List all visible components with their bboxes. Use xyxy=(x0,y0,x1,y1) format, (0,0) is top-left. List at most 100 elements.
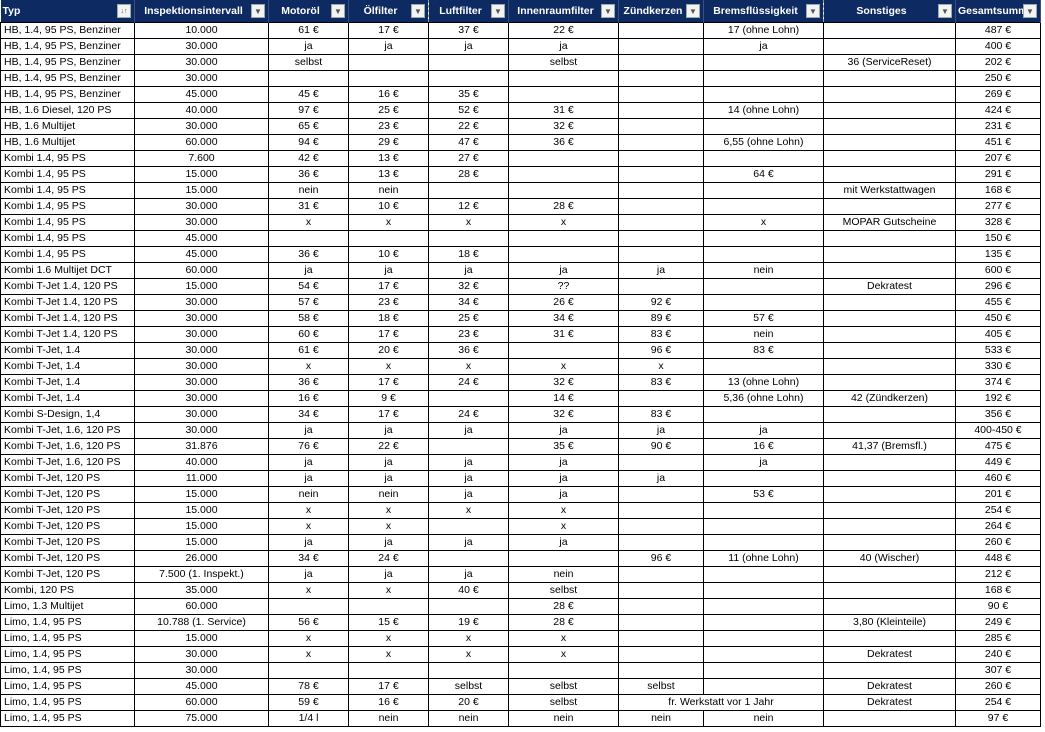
cell-innenraumfilter[interactable]: nein xyxy=(508,566,619,583)
cell-typ[interactable]: Kombi 1.4, 95 PS xyxy=(0,150,135,167)
cell-typ[interactable]: Kombi 1.4, 95 PS xyxy=(0,246,135,263)
cell-typ[interactable]: Kombi 1.6 Multijet DCT xyxy=(0,262,135,279)
cell-inspektionsintervall[interactable]: 30.000 xyxy=(134,646,269,663)
cell-motorol[interactable]: x xyxy=(268,502,349,519)
cell-gesamtsumme[interactable]: 135 € xyxy=(955,246,1041,263)
cell-sonstiges[interactable] xyxy=(823,246,956,263)
cell-innenraumfilter[interactable]: ja xyxy=(508,534,619,551)
cell-inspektionsintervall[interactable]: 75.000 xyxy=(134,710,269,727)
cell-zundkerzen[interactable] xyxy=(618,486,704,503)
cell-inspektionsintervall[interactable]: 15.000 xyxy=(134,534,269,551)
cell-bremsflussigkeit[interactable]: 5,36 (ohne Lohn) xyxy=(703,390,824,407)
cell-gesamtsumme[interactable]: 533 € xyxy=(955,342,1041,359)
cell-gesamtsumme[interactable]: 328 € xyxy=(955,214,1041,231)
cell-innenraumfilter[interactable]: x xyxy=(508,646,619,663)
cell-gesamtsumme[interactable]: 231 € xyxy=(955,118,1041,135)
cell-motorol[interactable]: 94 € xyxy=(268,134,349,151)
cell-sonstiges[interactable] xyxy=(823,230,956,247)
cell-motorol[interactable]: 42 € xyxy=(268,150,349,167)
cell-innenraumfilter[interactable]: 28 € xyxy=(508,614,619,631)
cell-sonstiges[interactable] xyxy=(823,294,956,311)
cell-olfilter[interactable]: x xyxy=(348,502,429,519)
cell-sonstiges[interactable] xyxy=(823,598,956,615)
cell-bremsflussigkeit[interactable] xyxy=(703,662,824,679)
cell-innenraumfilter[interactable]: 28 € xyxy=(508,198,619,215)
cell-bremsflussigkeit[interactable]: ja xyxy=(703,38,824,55)
cell-typ[interactable]: Kombi T-Jet, 1.6, 120 PS xyxy=(0,438,135,455)
cell-olfilter[interactable]: 16 € xyxy=(348,694,429,711)
cell-bremsflussigkeit[interactable] xyxy=(703,582,824,599)
cell-innenraumfilter[interactable]: x xyxy=(508,518,619,535)
cell-luftfilter[interactable]: 27 € xyxy=(428,150,509,167)
cell-olfilter[interactable]: 9 € xyxy=(348,390,429,407)
cell-typ[interactable]: HB, 1.6 Multijet xyxy=(0,118,135,135)
cell-sonstiges[interactable] xyxy=(823,582,956,599)
cell-zundkerzen[interactable] xyxy=(618,134,704,151)
cell-typ[interactable]: Kombi T-Jet 1.4, 120 PS xyxy=(0,326,135,343)
cell-bremsflussigkeit[interactable]: 53 € xyxy=(703,486,824,503)
cell-gesamtsumme[interactable]: 600 € xyxy=(955,262,1041,279)
cell-innenraumfilter[interactable] xyxy=(508,662,619,679)
cell-inspektionsintervall[interactable]: 15.000 xyxy=(134,502,269,519)
cell-motorol[interactable] xyxy=(268,230,349,247)
cell-luftfilter[interactable] xyxy=(428,54,509,71)
cell-zundkerzen[interactable] xyxy=(618,118,704,135)
cell-bremsflussigkeit[interactable]: 14 (ohne Lohn) xyxy=(703,102,824,119)
cell-inspektionsintervall[interactable]: 30.000 xyxy=(134,70,269,87)
cell-luftfilter[interactable]: 28 € xyxy=(428,166,509,183)
cell-motorol[interactable]: 31 € xyxy=(268,198,349,215)
cell-inspektionsintervall[interactable]: 15.000 xyxy=(134,518,269,535)
cell-inspektionsintervall[interactable]: 30.000 xyxy=(134,326,269,343)
cell-luftfilter[interactable]: 32 € xyxy=(428,278,509,295)
cell-luftfilter[interactable]: 24 € xyxy=(428,374,509,391)
cell-bremsflussigkeit[interactable] xyxy=(703,534,824,551)
cell-sonstiges[interactable]: 42 (Zündkerzen) xyxy=(823,390,956,407)
cell-typ[interactable]: Limo, 1.4, 95 PS xyxy=(0,662,135,679)
cell-sonstiges[interactable]: Dekratest xyxy=(823,278,956,295)
cell-zundkerzen[interactable] xyxy=(618,182,704,199)
cell-olfilter[interactable]: nein xyxy=(348,182,429,199)
cell-innenraumfilter[interactable]: 28 € xyxy=(508,598,619,615)
cell-inspektionsintervall[interactable]: 15.000 xyxy=(134,278,269,295)
cell-motorol[interactable]: 59 € xyxy=(268,694,349,711)
cell-gesamtsumme[interactable]: 202 € xyxy=(955,54,1041,71)
cell-innenraumfilter[interactable]: x xyxy=(508,630,619,647)
cell-bremsflussigkeit[interactable]: 6,55 (ohne Lohn) xyxy=(703,134,824,151)
cell-luftfilter[interactable] xyxy=(428,438,509,455)
dropdown-arrow-icon[interactable]: ▼ xyxy=(331,4,345,18)
cell-zundkerzen[interactable] xyxy=(618,582,704,599)
cell-typ[interactable]: Kombi, 120 PS xyxy=(0,582,135,599)
cell-motorol[interactable] xyxy=(268,70,349,87)
cell-gesamtsumme[interactable]: 424 € xyxy=(955,102,1041,119)
cell-luftfilter[interactable]: 24 € xyxy=(428,406,509,423)
cell-typ[interactable]: Kombi T-Jet, 120 PS xyxy=(0,486,135,503)
cell-inspektionsintervall[interactable]: 30.000 xyxy=(134,662,269,679)
cell-inspektionsintervall[interactable]: 60.000 xyxy=(134,694,269,711)
cell-sonstiges[interactable] xyxy=(823,86,956,103)
cell-inspektionsintervall[interactable]: 45.000 xyxy=(134,678,269,695)
cell-gesamtsumme[interactable]: 269 € xyxy=(955,86,1041,103)
cell-typ[interactable]: HB, 1.6 Diesel, 120 PS xyxy=(0,102,135,119)
cell-olfilter[interactable]: ja xyxy=(348,566,429,583)
cell-motorol[interactable]: 61 € xyxy=(268,22,349,39)
cell-innenraumfilter[interactable]: ja xyxy=(508,486,619,503)
cell-sonstiges[interactable] xyxy=(823,662,956,679)
cell-zundkerzen[interactable] xyxy=(618,102,704,119)
cell-gesamtsumme[interactable]: 400-450 € xyxy=(955,422,1041,439)
cell-sonstiges[interactable] xyxy=(823,22,956,39)
cell-innenraumfilter[interactable]: 32 € xyxy=(508,374,619,391)
cell-luftfilter[interactable]: 18 € xyxy=(428,246,509,263)
cell-inspektionsintervall[interactable]: 30.000 xyxy=(134,406,269,423)
cell-inspektionsintervall[interactable]: 30.000 xyxy=(134,214,269,231)
cell-sonstiges[interactable]: Dekratest xyxy=(823,678,956,695)
cell-olfilter[interactable]: 17 € xyxy=(348,406,429,423)
cell-innenraumfilter[interactable] xyxy=(508,550,619,567)
cell-innenraumfilter[interactable]: 36 € xyxy=(508,134,619,151)
cell-luftfilter[interactable]: 23 € xyxy=(428,326,509,343)
cell-bremsflussigkeit[interactable]: 16 € xyxy=(703,438,824,455)
cell-sonstiges[interactable]: 40 (Wischer) xyxy=(823,550,956,567)
cell-typ[interactable]: Limo, 1.4, 95 PS xyxy=(0,710,135,727)
cell-zundkerzen[interactable] xyxy=(618,566,704,583)
cell-luftfilter[interactable]: 34 € xyxy=(428,294,509,311)
cell-inspektionsintervall[interactable]: 30.000 xyxy=(134,358,269,375)
